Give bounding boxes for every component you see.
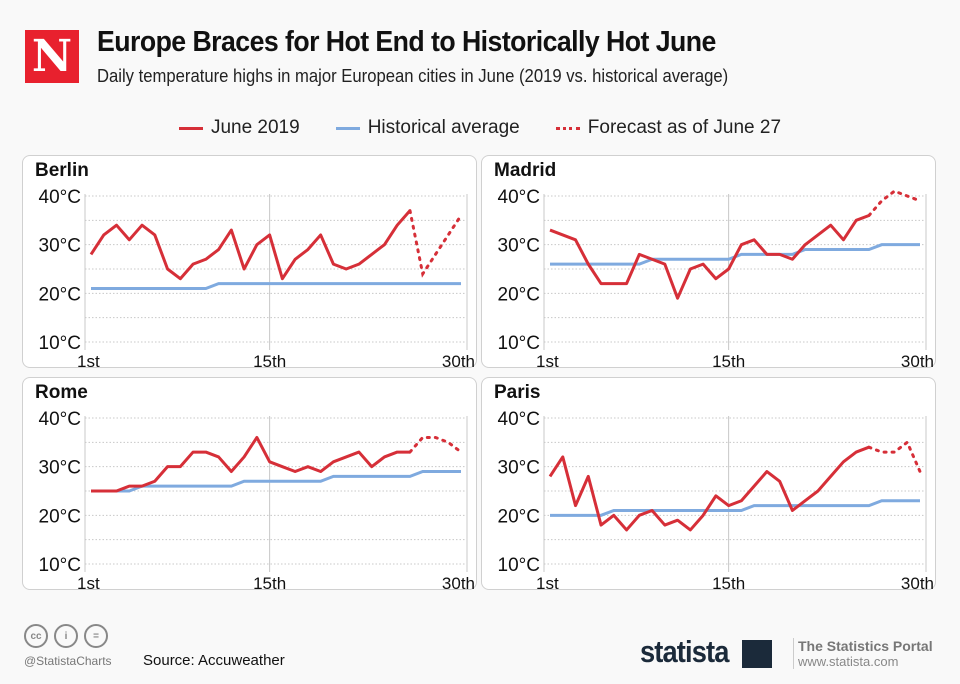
cc-icon: cc bbox=[24, 624, 48, 648]
x-tick-label: 1st bbox=[77, 352, 100, 369]
y-tick-label: 40°C bbox=[498, 409, 540, 430]
series-forecast bbox=[867, 439, 922, 474]
x-tick-label: 1st bbox=[536, 574, 559, 591]
series-june-2019 bbox=[548, 445, 870, 532]
y-tick-label: 30°C bbox=[498, 236, 540, 257]
legend-item-historical: Historical average bbox=[335, 117, 520, 139]
statista-logo-icon bbox=[742, 640, 772, 668]
x-tick-label: 15th bbox=[712, 574, 745, 591]
legend-swatch bbox=[555, 126, 580, 130]
y-tick-label: 20°C bbox=[39, 506, 81, 527]
series-historical-average bbox=[550, 499, 920, 517]
x-tick-label: 1st bbox=[77, 574, 100, 591]
y-tick-label: 10°C bbox=[498, 555, 540, 576]
y-tick-label: 20°C bbox=[498, 284, 540, 305]
y-tick-label: 40°C bbox=[39, 409, 81, 430]
panel-rome: 40°C 30°C 20°C 10°C 1st 15th 30th Rome bbox=[22, 377, 477, 591]
panel-paris: 40°C 30°C 20°C 10°C 1st 15th 30th Paris bbox=[481, 377, 936, 591]
y-tick-label: 10°C bbox=[39, 555, 81, 576]
chart-title: Europe Braces for Hot End to Historicall… bbox=[97, 26, 716, 58]
panel-title: Paris bbox=[494, 382, 541, 403]
portal-url: www.statista.com bbox=[798, 654, 899, 669]
legend: June 2019 Historical average Forecast as… bbox=[0, 117, 960, 139]
no-derivatives-icon: = bbox=[84, 624, 108, 648]
legend-label: Historical average bbox=[367, 117, 520, 138]
legend-item-forecast: Forecast as of June 27 bbox=[555, 117, 782, 139]
legend-item-june-2019: June 2019 bbox=[178, 117, 300, 139]
legend-swatch bbox=[335, 126, 360, 130]
y-tick-label: 10°C bbox=[39, 333, 81, 354]
attribution-icon: i bbox=[54, 624, 78, 648]
series-forecast bbox=[408, 435, 463, 454]
y-tick-label: 40°C bbox=[498, 187, 540, 208]
y-tick-label: 30°C bbox=[39, 458, 81, 479]
y-tick-label: 40°C bbox=[39, 187, 81, 208]
panel-title: Madrid bbox=[494, 160, 557, 181]
y-tick-label: 20°C bbox=[39, 284, 81, 305]
source-note: Source: Accuweather bbox=[143, 652, 285, 669]
panel-title: Berlin bbox=[35, 160, 89, 181]
legend-label: Forecast as of June 27 bbox=[587, 117, 782, 138]
panel-madrid: 40°C 30°C 20°C 10°C 1st 15th 30th Madrid bbox=[481, 155, 936, 369]
statista-portal: The Statistics Portal www.statista.com bbox=[793, 638, 933, 669]
x-tick-label: 30th bbox=[901, 352, 934, 369]
legend-swatch bbox=[178, 126, 203, 130]
twitter-handle: @StatistaCharts bbox=[24, 654, 112, 668]
series-historical-average bbox=[91, 470, 461, 493]
portal-name: The Statistics Portal bbox=[798, 638, 933, 654]
x-tick-label: 30th bbox=[442, 574, 475, 591]
x-tick-label: 15th bbox=[253, 574, 286, 591]
x-tick-label: 15th bbox=[712, 352, 745, 369]
x-tick-label: 15th bbox=[253, 352, 286, 369]
chart-subtitle: Daily temperature highs in major Europea… bbox=[97, 65, 729, 86]
y-tick-label: 30°C bbox=[498, 458, 540, 479]
series-june-2019 bbox=[91, 435, 410, 493]
panel-title: Rome bbox=[35, 382, 88, 403]
x-tick-label: 1st bbox=[536, 352, 559, 369]
x-tick-label: 30th bbox=[442, 352, 475, 369]
y-tick-label: 20°C bbox=[498, 506, 540, 527]
series-june-2019 bbox=[89, 209, 412, 281]
x-tick-label: 30th bbox=[901, 574, 934, 591]
license-icons: cc i = bbox=[24, 624, 108, 648]
newsweek-logo: N bbox=[25, 30, 79, 83]
series-june-2019 bbox=[549, 214, 870, 300]
panel-berlin: 40°C 30°C 20°C 10°C 1st 15th 30th Berlin bbox=[22, 155, 477, 369]
series-forecast bbox=[408, 209, 463, 278]
legend-label: June 2019 bbox=[210, 117, 300, 138]
y-tick-label: 30°C bbox=[39, 236, 81, 257]
series-historical-average bbox=[91, 282, 461, 290]
y-tick-label: 10°C bbox=[498, 333, 540, 354]
statista-logo: statista bbox=[640, 634, 729, 669]
series-forecast bbox=[867, 189, 922, 217]
